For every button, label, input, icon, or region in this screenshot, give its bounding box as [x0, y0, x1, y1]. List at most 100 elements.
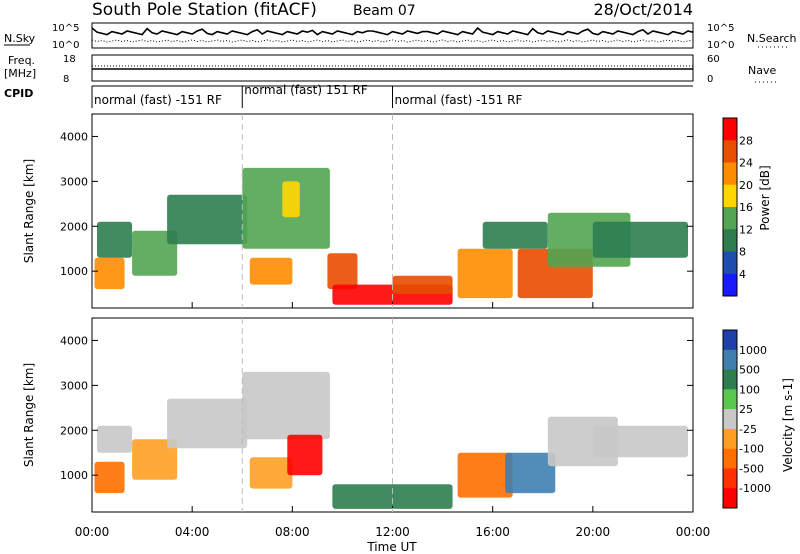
freq-label: Freq.: [8, 54, 35, 67]
colorbar-tick-label: -1000: [739, 482, 771, 495]
power-ylabel: Slant Range [km]: [22, 159, 36, 263]
data-region: [592, 425, 688, 458]
x-tick-label: 12:00: [375, 525, 410, 539]
colorbar-segment: [723, 468, 737, 489]
colorbar-tick-label: 1000: [739, 344, 767, 357]
colorbar-segment: [723, 229, 737, 252]
colorbar-segment: [723, 140, 737, 163]
cpid-mode-label: normal (fast) -151 RF: [395, 93, 523, 107]
colorbar-segment: [723, 184, 737, 208]
cpid-label: CPID: [4, 87, 33, 100]
freq-tick-high: 18: [63, 54, 76, 65]
nsearch-tick-low: 10^0: [707, 40, 734, 51]
colorbar-tick-label: -100: [739, 443, 764, 456]
freq-unit-label: [MHz]: [4, 67, 36, 80]
colorbar-segment: [723, 488, 737, 509]
y-tick-label: 1000: [60, 265, 88, 278]
colorbar-segment: [723, 369, 737, 390]
data-region: [97, 425, 133, 453]
colorbar-tick-label: 28: [739, 134, 753, 147]
colorbar-segment: [723, 428, 737, 450]
data-region: [282, 181, 300, 218]
velocity-data: [94, 371, 688, 509]
nsearch-tick-high: 10^5: [707, 23, 734, 34]
data-region: [94, 257, 125, 290]
y-tick-label: 3000: [60, 175, 88, 188]
data-region: [249, 257, 293, 285]
colorbar-tick-label: 500: [739, 364, 760, 377]
y-tick-label: 2000: [60, 220, 88, 233]
velocity-ylabel: Slant Range [km]: [22, 363, 36, 467]
data-region: [287, 434, 323, 476]
nave-label: Nave: [748, 64, 776, 77]
colorbar-segment: [723, 389, 737, 410]
colorbar-tick-label: 16: [739, 201, 753, 214]
data-region: [132, 439, 178, 480]
nave-tick-high: 60: [707, 54, 720, 65]
colorbar-tick-label: -500: [739, 462, 764, 475]
colorbar-segment: [723, 448, 737, 469]
y-tick-label: 4000: [60, 130, 88, 143]
freq-panel-frame: [91, 54, 694, 82]
data-region: [592, 221, 688, 258]
data-region: [249, 457, 293, 489]
y-tick-label: 3000: [60, 379, 88, 392]
colorbar-segment: [723, 409, 737, 430]
data-region: [94, 461, 125, 494]
colorbar-tick-label: 20: [739, 179, 753, 192]
data-region: [332, 484, 453, 509]
beam-label: Beam 07: [353, 3, 416, 19]
colorbar-segment: [723, 207, 737, 230]
nsky-tick-high: 10^5: [52, 23, 79, 34]
station-title: South Pole Station (fitACF): [92, 0, 317, 20]
data-region: [482, 221, 548, 249]
colorbar-segment: [723, 330, 737, 351]
x-tick-label: 20:00: [576, 525, 611, 539]
x-tick-label: 00:00: [676, 525, 711, 539]
x-tick-label: 08:00: [275, 525, 310, 539]
y-tick-label: 1000: [60, 469, 88, 482]
velocity-colorbar: 1000 500 100 25 -25 -100 -500 -1000: [722, 329, 771, 509]
velocity-colorbar-label: Velocity [m s-1]: [781, 378, 795, 472]
data-region: [457, 452, 513, 498]
time-axis-ticks: 00:00 04:00 08:00 12:00 16:00 20:00 00:00: [75, 525, 711, 539]
cpid-mode-label: normal (fast) 151 RF: [244, 83, 368, 97]
data-region: [132, 230, 178, 276]
colorbar-segment: [723, 162, 737, 186]
colorbar-frame: [722, 329, 738, 509]
colorbar-tick-label: 25: [739, 403, 753, 416]
time-axis-label: Time UT: [366, 540, 417, 554]
sky-panel-frame: [91, 22, 694, 49]
data-region: [242, 371, 330, 440]
y-tick-label: 2000: [60, 424, 88, 437]
cpid-mode-label: normal (fast) -151 RF: [94, 93, 222, 107]
colorbar-segment: [723, 118, 737, 141]
freq-tick-low: 8: [63, 74, 69, 85]
nsearch-label: N.Search: [747, 32, 797, 45]
colorbar-segment: [723, 273, 737, 297]
nsky-trace: [91, 26, 694, 36]
x-tick-label: 16:00: [475, 525, 510, 539]
velocity-axes: 1000 2000 3000 4000: [60, 318, 694, 512]
power-axes: 1000 2000 3000 4000: [60, 114, 694, 308]
power-colorbar: 28 24 20 16 12 8 4: [722, 117, 753, 297]
x-tick-label: 00:00: [75, 525, 110, 539]
colorbar-tick-label: 12: [739, 223, 753, 236]
data-region: [505, 452, 556, 494]
data-region: [392, 275, 453, 294]
data-region: [167, 194, 248, 245]
data-region: [457, 248, 513, 299]
colorbar-segment: [723, 349, 737, 371]
nsky-label: N.Sky: [4, 32, 36, 45]
date-label: 28/Oct/2014: [593, 0, 693, 19]
cpid-bar: normal (fast) -151 RF normal (fast) 151 R…: [91, 83, 693, 108]
data-region: [97, 221, 133, 258]
power-colorbar-label: Power [dB]: [758, 165, 772, 230]
colorbar-tick-label: 100: [739, 383, 760, 396]
colorbar-tick-label: 4: [739, 268, 746, 281]
x-tick-label: 04:00: [175, 525, 210, 539]
colorbar-tick-label: 24: [739, 157, 753, 170]
nave-tick-low: 0: [707, 74, 713, 85]
nsky-tick-low: 10^0: [52, 40, 79, 51]
